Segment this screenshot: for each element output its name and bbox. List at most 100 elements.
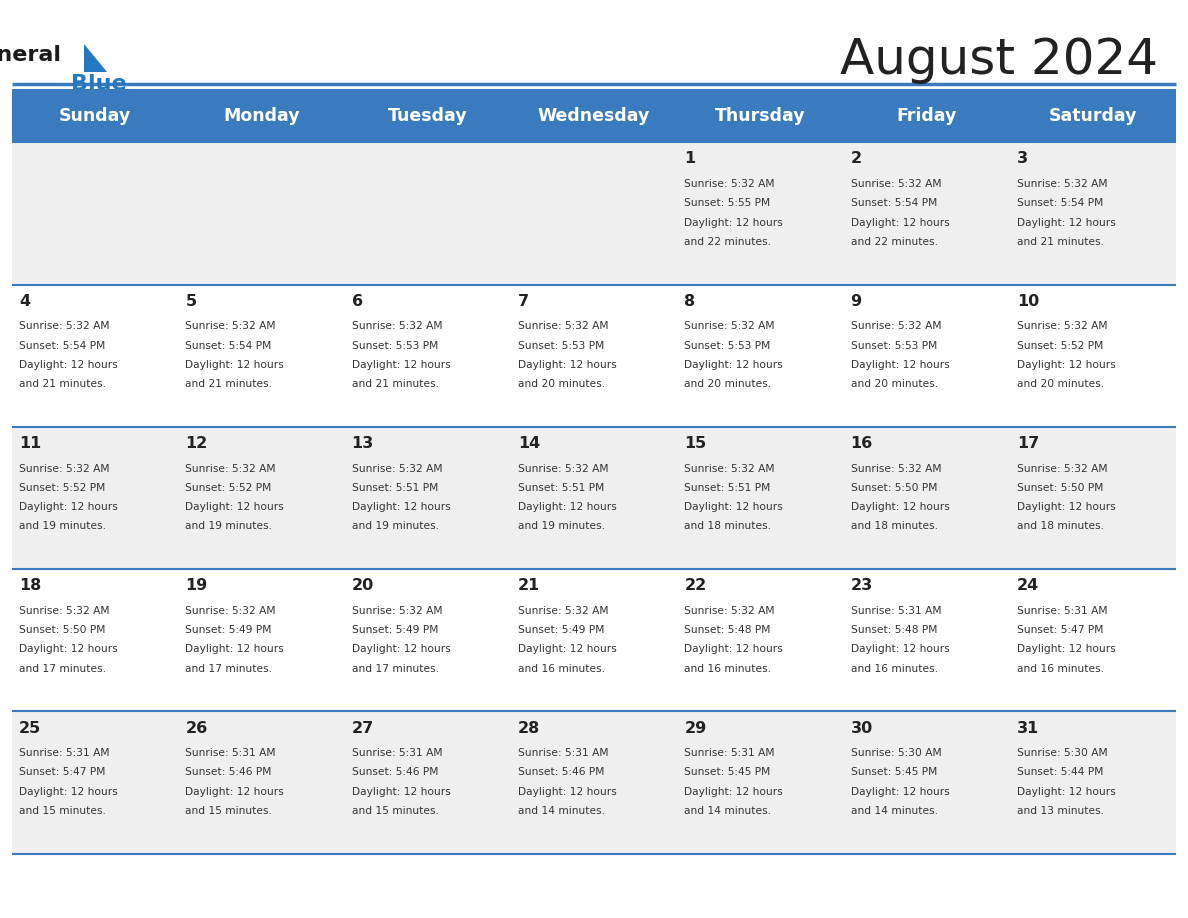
Text: Sunrise: 5:32 AM: Sunrise: 5:32 AM <box>352 464 442 474</box>
Text: and 18 minutes.: and 18 minutes. <box>851 521 937 532</box>
Text: and 14 minutes.: and 14 minutes. <box>851 806 937 816</box>
Text: Daylight: 12 hours: Daylight: 12 hours <box>1017 787 1116 797</box>
Text: and 18 minutes.: and 18 minutes. <box>1017 521 1104 532</box>
Text: 4: 4 <box>19 294 30 308</box>
Text: 9: 9 <box>851 294 861 308</box>
Text: Sunset: 5:44 PM: Sunset: 5:44 PM <box>1017 767 1104 778</box>
Text: Sunrise: 5:30 AM: Sunrise: 5:30 AM <box>1017 748 1107 758</box>
Text: Sunrise: 5:31 AM: Sunrise: 5:31 AM <box>352 748 442 758</box>
Text: Sunrise: 5:30 AM: Sunrise: 5:30 AM <box>851 748 941 758</box>
Text: Sunrise: 5:32 AM: Sunrise: 5:32 AM <box>19 464 109 474</box>
Text: Daylight: 12 hours: Daylight: 12 hours <box>19 502 118 512</box>
Text: Tuesday: Tuesday <box>387 106 468 125</box>
Text: Sunset: 5:53 PM: Sunset: 5:53 PM <box>518 341 605 351</box>
Text: Daylight: 12 hours: Daylight: 12 hours <box>19 787 118 797</box>
Text: 7: 7 <box>518 294 529 308</box>
Text: Sunset: 5:46 PM: Sunset: 5:46 PM <box>518 767 605 778</box>
Text: Daylight: 12 hours: Daylight: 12 hours <box>518 644 617 655</box>
Text: Sunset: 5:51 PM: Sunset: 5:51 PM <box>684 483 771 493</box>
Text: and 16 minutes.: and 16 minutes. <box>851 664 937 674</box>
Text: Caburan, Davao, Philippines: Caburan, Davao, Philippines <box>826 95 1158 119</box>
Text: Sunrise: 5:32 AM: Sunrise: 5:32 AM <box>1017 179 1107 189</box>
Text: and 21 minutes.: and 21 minutes. <box>1017 237 1104 247</box>
Text: 14: 14 <box>518 436 541 451</box>
Text: Daylight: 12 hours: Daylight: 12 hours <box>851 218 949 228</box>
Text: 22: 22 <box>684 578 707 593</box>
Text: and 16 minutes.: and 16 minutes. <box>518 664 605 674</box>
Text: 28: 28 <box>518 721 541 735</box>
Text: Sunrise: 5:32 AM: Sunrise: 5:32 AM <box>851 321 941 331</box>
Text: August 2024: August 2024 <box>840 36 1158 84</box>
Text: Sunset: 5:53 PM: Sunset: 5:53 PM <box>851 341 937 351</box>
Text: 27: 27 <box>352 721 374 735</box>
Text: Friday: Friday <box>897 106 956 125</box>
Polygon shape <box>84 44 107 72</box>
Text: Sunset: 5:52 PM: Sunset: 5:52 PM <box>185 483 272 493</box>
Text: and 17 minutes.: and 17 minutes. <box>352 664 438 674</box>
Text: Daylight: 12 hours: Daylight: 12 hours <box>518 787 617 797</box>
Text: Sunset: 5:49 PM: Sunset: 5:49 PM <box>518 625 605 635</box>
Text: 15: 15 <box>684 436 707 451</box>
Text: Daylight: 12 hours: Daylight: 12 hours <box>1017 502 1116 512</box>
Text: Sunrise: 5:32 AM: Sunrise: 5:32 AM <box>1017 464 1107 474</box>
Text: Sunset: 5:50 PM: Sunset: 5:50 PM <box>19 625 106 635</box>
Text: Daylight: 12 hours: Daylight: 12 hours <box>352 360 450 370</box>
Text: Monday: Monday <box>223 106 299 125</box>
Text: Daylight: 12 hours: Daylight: 12 hours <box>1017 218 1116 228</box>
Text: 29: 29 <box>684 721 707 735</box>
Text: Daylight: 12 hours: Daylight: 12 hours <box>352 502 450 512</box>
Text: Sunrise: 5:32 AM: Sunrise: 5:32 AM <box>684 464 775 474</box>
Text: Sunrise: 5:31 AM: Sunrise: 5:31 AM <box>851 606 941 616</box>
Text: 30: 30 <box>851 721 873 735</box>
Text: Sunrise: 5:32 AM: Sunrise: 5:32 AM <box>352 606 442 616</box>
Text: 6: 6 <box>352 294 362 308</box>
Text: Sunset: 5:49 PM: Sunset: 5:49 PM <box>352 625 438 635</box>
Text: Daylight: 12 hours: Daylight: 12 hours <box>684 787 783 797</box>
Text: and 19 minutes.: and 19 minutes. <box>19 521 106 532</box>
Text: Sunrise: 5:32 AM: Sunrise: 5:32 AM <box>19 606 109 616</box>
Text: Daylight: 12 hours: Daylight: 12 hours <box>518 502 617 512</box>
Text: Sunrise: 5:31 AM: Sunrise: 5:31 AM <box>19 748 109 758</box>
Text: Sunrise: 5:32 AM: Sunrise: 5:32 AM <box>851 464 941 474</box>
Text: Daylight: 12 hours: Daylight: 12 hours <box>352 644 450 655</box>
Text: 11: 11 <box>19 436 42 451</box>
Text: Wednesday: Wednesday <box>538 106 650 125</box>
Text: and 21 minutes.: and 21 minutes. <box>352 379 438 389</box>
Text: 2: 2 <box>851 151 861 166</box>
Text: 16: 16 <box>851 436 873 451</box>
FancyBboxPatch shape <box>12 569 1176 711</box>
Text: and 14 minutes.: and 14 minutes. <box>684 806 771 816</box>
Text: Sunrise: 5:31 AM: Sunrise: 5:31 AM <box>518 748 608 758</box>
Text: Sunrise: 5:31 AM: Sunrise: 5:31 AM <box>684 748 775 758</box>
Text: Daylight: 12 hours: Daylight: 12 hours <box>851 787 949 797</box>
Text: Sunrise: 5:32 AM: Sunrise: 5:32 AM <box>684 179 775 189</box>
Text: and 20 minutes.: and 20 minutes. <box>1017 379 1104 389</box>
Text: Daylight: 12 hours: Daylight: 12 hours <box>185 644 284 655</box>
Text: and 20 minutes.: and 20 minutes. <box>851 379 937 389</box>
Text: and 20 minutes.: and 20 minutes. <box>684 379 771 389</box>
Text: 25: 25 <box>19 721 42 735</box>
Text: Sunset: 5:51 PM: Sunset: 5:51 PM <box>352 483 438 493</box>
Text: Sunrise: 5:32 AM: Sunrise: 5:32 AM <box>518 464 608 474</box>
Text: Daylight: 12 hours: Daylight: 12 hours <box>352 787 450 797</box>
Text: Sunset: 5:55 PM: Sunset: 5:55 PM <box>684 198 770 208</box>
Text: 5: 5 <box>185 294 196 308</box>
Text: and 22 minutes.: and 22 minutes. <box>851 237 937 247</box>
Text: Sunrise: 5:31 AM: Sunrise: 5:31 AM <box>1017 606 1107 616</box>
Text: Sunrise: 5:32 AM: Sunrise: 5:32 AM <box>185 606 276 616</box>
Text: and 19 minutes.: and 19 minutes. <box>185 521 272 532</box>
Text: Sunset: 5:48 PM: Sunset: 5:48 PM <box>851 625 937 635</box>
Text: 24: 24 <box>1017 578 1040 593</box>
Text: and 18 minutes.: and 18 minutes. <box>684 521 771 532</box>
Text: 21: 21 <box>518 578 541 593</box>
Text: Sunset: 5:50 PM: Sunset: 5:50 PM <box>1017 483 1104 493</box>
Text: 13: 13 <box>352 436 374 451</box>
Text: and 21 minutes.: and 21 minutes. <box>19 379 106 389</box>
Text: 20: 20 <box>352 578 374 593</box>
Text: Sunset: 5:53 PM: Sunset: 5:53 PM <box>352 341 438 351</box>
Text: Daylight: 12 hours: Daylight: 12 hours <box>1017 360 1116 370</box>
Text: Daylight: 12 hours: Daylight: 12 hours <box>684 502 783 512</box>
Text: Daylight: 12 hours: Daylight: 12 hours <box>684 360 783 370</box>
Text: 26: 26 <box>185 721 208 735</box>
Text: Sunset: 5:48 PM: Sunset: 5:48 PM <box>684 625 771 635</box>
